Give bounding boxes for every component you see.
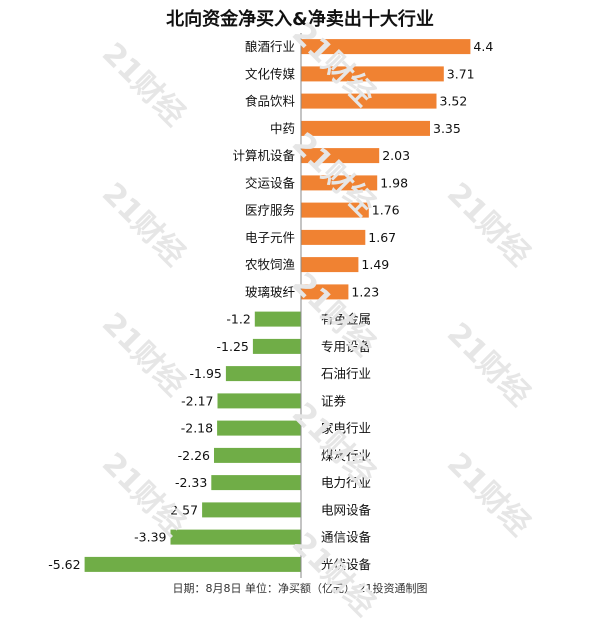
category-label: 文化传媒 [245, 66, 296, 81]
bar-15 [214, 447, 301, 463]
category-label: 酿酒行业 [245, 39, 295, 54]
category-label: 玻璃玻纤 [245, 284, 296, 299]
category-label: 家电行业 [321, 421, 371, 436]
value-label: 3.52 [440, 94, 468, 109]
value-label: -2.26 [178, 448, 210, 463]
category-label: 专用设备 [321, 339, 372, 354]
value-label: 3.35 [433, 121, 461, 136]
bar-1 [301, 66, 444, 82]
value-label: -2.17 [181, 393, 213, 408]
value-label: -1.95 [190, 366, 222, 381]
value-label: 1.23 [351, 284, 379, 299]
value-label: -1.2 [226, 312, 250, 327]
bar-19 [84, 556, 301, 572]
category-label: 医疗服务 [245, 203, 295, 218]
value-label: 3.71 [447, 66, 475, 81]
value-label: 2.03 [382, 148, 410, 163]
bar-17 [202, 502, 301, 518]
chart-footer: 日期：8月8日 单位：净买额（亿元） 21投资通制图 [172, 582, 428, 595]
bar-2 [301, 93, 437, 109]
category-label: 交运设备 [245, 175, 296, 190]
category-label: 煤炭行业 [321, 448, 371, 463]
bar-4 [301, 148, 380, 164]
category-label: 电力行业 [321, 475, 371, 490]
bar-9 [301, 284, 349, 300]
bar-chart: 酿酒行业 4.4 文化传媒 3.71 食品饮料 3.52 中药 3.35 计算机设备 2.03 交运… [48, 33, 493, 578]
value-label: 1.67 [368, 230, 396, 245]
value-label: -1.25 [217, 339, 249, 354]
value-label: -2.57 [166, 502, 198, 517]
category-label: 计算机设备 [232, 148, 295, 163]
bar-0 [301, 39, 471, 55]
bar-14 [217, 420, 301, 436]
value-label: 1.98 [380, 175, 408, 190]
category-label: 证券 [321, 393, 347, 408]
value-label: -2.33 [175, 475, 207, 490]
bar-6 [301, 202, 369, 218]
bar-18 [170, 529, 301, 545]
category-label: 农牧饲渔 [245, 257, 295, 272]
bar-5 [301, 175, 378, 191]
value-label: 1.76 [372, 203, 400, 218]
bar-13 [217, 393, 301, 409]
category-label: 有色金属 [321, 312, 371, 327]
category-label: 电子元件 [245, 230, 295, 245]
category-label: 电网设备 [321, 502, 372, 517]
bar-12 [225, 366, 301, 382]
bar-8 [301, 257, 359, 273]
value-label: -5.62 [48, 557, 80, 572]
bar-10 [254, 311, 301, 327]
value-label: -3.39 [134, 530, 166, 545]
bar-16 [211, 475, 301, 491]
category-label: 石油行业 [321, 366, 371, 381]
bar-7 [301, 229, 366, 245]
value-label: -2.18 [181, 421, 213, 436]
value-label: 4.4 [473, 39, 493, 54]
chart-title: 北向资金净买入&净卖出十大行业 [166, 9, 434, 30]
category-label: 食品饮料 [245, 94, 296, 109]
value-label: 1.49 [361, 257, 389, 272]
category-label: 中药 [270, 121, 295, 136]
category-label: 光伏设备 [321, 557, 372, 572]
bar-11 [252, 338, 301, 354]
category-label: 通信设备 [321, 530, 372, 545]
bar-3 [301, 120, 430, 136]
